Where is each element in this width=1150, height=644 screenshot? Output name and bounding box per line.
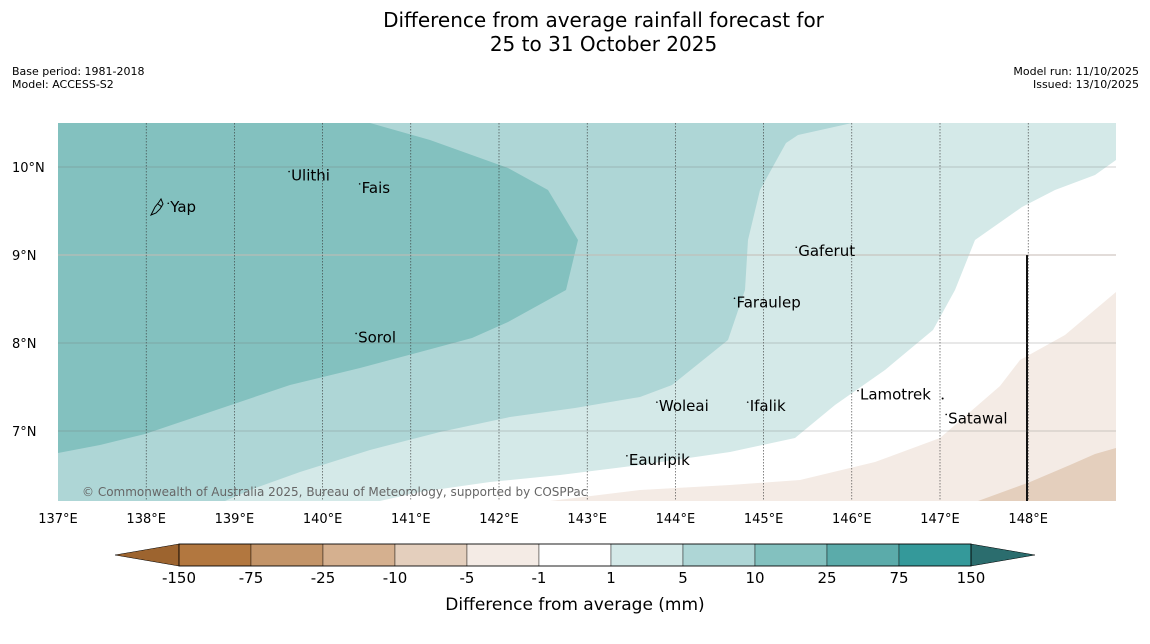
model-run: Model run: 11/10/2025: [1013, 65, 1139, 78]
latitude-labels: 10°N 9°N 8°N 7°N: [12, 161, 45, 440]
island-marker: [358, 183, 361, 185]
colorbar-segment: [898, 543, 972, 567]
colorbar-segment: [250, 543, 324, 567]
colorbar-extend-high: [970, 543, 1036, 567]
longitude-label: 145°E: [744, 512, 784, 527]
colorbar-segment: [178, 543, 252, 567]
colorbar-segment: [682, 543, 756, 567]
colorbar-tick-label: 150: [957, 569, 986, 587]
island-marker: [795, 246, 798, 249]
place-label: Eauripik: [629, 451, 690, 469]
colorbar-tick-label: -150: [162, 569, 196, 587]
place-label: Faraulep: [736, 293, 800, 311]
place-label: Fais: [362, 179, 391, 197]
longitude-label: 143°E: [567, 512, 607, 527]
copyright-text: © Commonwealth of Australia 2025, Bureau…: [82, 485, 587, 499]
colorbar-segment: [610, 543, 684, 567]
island-marker: [945, 413, 947, 416]
colorbar: -150 -75 -25 -10 -5 -1 1 5 10 25 75 150 Difference …: [114, 543, 1036, 615]
colorbar-tick-label: -25: [311, 569, 336, 587]
colorbar-tick-label: -1: [532, 569, 547, 587]
latitude-label: 10°N: [12, 161, 45, 176]
yap-island-shape: [149, 197, 164, 216]
meta-left: Base period: 1981-2018 Model: ACCESS-S2: [12, 65, 144, 91]
colorbar-frame: [178, 543, 972, 567]
place-labels: Yap Ulithi Fais Gaferut Faraulep Sorol Woleai I…: [167, 167, 1008, 469]
title-line-2: 25 to 31 October 2025: [489, 32, 718, 56]
contour-neg1-to-neg5: [550, 292, 1116, 501]
place-label: Satawal: [948, 409, 1007, 427]
longitude-labels: 137°E 138°E 139°E 140°E 141°E 142°E 143°E 144°E…: [38, 512, 1048, 527]
longitude-label: 140°E: [303, 512, 343, 527]
latitude-label: 9°N: [12, 249, 37, 264]
longitude-label: 141°E: [391, 512, 431, 527]
gridlines: [58, 123, 1116, 501]
island-marker: [626, 455, 628, 457]
longitude-label: 138°E: [126, 512, 166, 527]
place-label: Woleai: [659, 397, 709, 415]
place-label: Yap: [169, 198, 196, 216]
colorbar-title: Difference from average (mm): [445, 595, 704, 615]
place-label: Lamotrek: [860, 386, 931, 404]
colorbar-segment: [538, 543, 612, 567]
colorbar-tick-label: -10: [383, 569, 408, 587]
contour-neg5-to-neg10: [978, 448, 1116, 501]
longitude-label: 144°E: [656, 512, 696, 527]
colorbar-tick-label: 25: [817, 569, 836, 587]
island-marker: [355, 332, 357, 335]
islet-marker: [941, 397, 944, 400]
longitude-label: 146°E: [832, 512, 872, 527]
chart-title: Difference from average rainfall forecas…: [0, 8, 1150, 56]
colorbar-segment: [466, 543, 540, 567]
place-label: Sorol: [358, 328, 396, 346]
colorbar-segment: [394, 543, 468, 567]
island-marker: [656, 401, 658, 403]
island-marker: [733, 297, 736, 300]
longitude-label: 147°E: [920, 512, 960, 527]
colorbar-extend-low: [114, 543, 180, 567]
place-label: Ulithi: [291, 167, 330, 185]
island-marker: [167, 202, 170, 205]
longitude-label: 142°E: [479, 512, 519, 527]
colorbar-tick-label: 75: [889, 569, 908, 587]
longitude-label: 148°E: [1008, 512, 1048, 527]
contour-10-to-25: [58, 123, 578, 453]
colorbar-tick-labels: -150 -75 -25 -10 -5 -1 1 5 10 25 75 150: [162, 569, 985, 587]
colorbar-tick-label: 1: [606, 569, 616, 587]
island-marker: [857, 389, 859, 392]
colorbar-tick-label: -5: [460, 569, 475, 587]
colorbar-segment: [826, 543, 900, 567]
colorbar-segments: [178, 543, 972, 567]
title-line-1: Difference from average rainfall forecas…: [383, 8, 824, 32]
model-name: Model: ACCESS-S2: [12, 78, 114, 91]
latitude-label: 7°N: [12, 425, 37, 440]
issued-date: Issued: 13/10/2025: [1032, 78, 1139, 91]
longitude-label: 137°E: [38, 512, 78, 527]
colorbar-segment: [322, 543, 396, 567]
place-label: Ifalik: [750, 397, 786, 415]
place-label: Gaferut: [798, 242, 855, 260]
colorbar-tick-label: 10: [745, 569, 764, 587]
meta-right: Model run: 11/10/2025 Issued: 13/10/2025: [1013, 65, 1139, 91]
colorbar-segment: [754, 543, 828, 567]
colorbar-tick-label: 5: [678, 569, 688, 587]
longitude-label: 139°E: [215, 512, 255, 527]
island-marker: [288, 170, 290, 173]
island-marker: [746, 401, 749, 403]
colorbar-tick-label: -75: [239, 569, 264, 587]
latitude-label: 8°N: [12, 337, 37, 352]
base-period: Base period: 1981-2018: [12, 65, 145, 78]
